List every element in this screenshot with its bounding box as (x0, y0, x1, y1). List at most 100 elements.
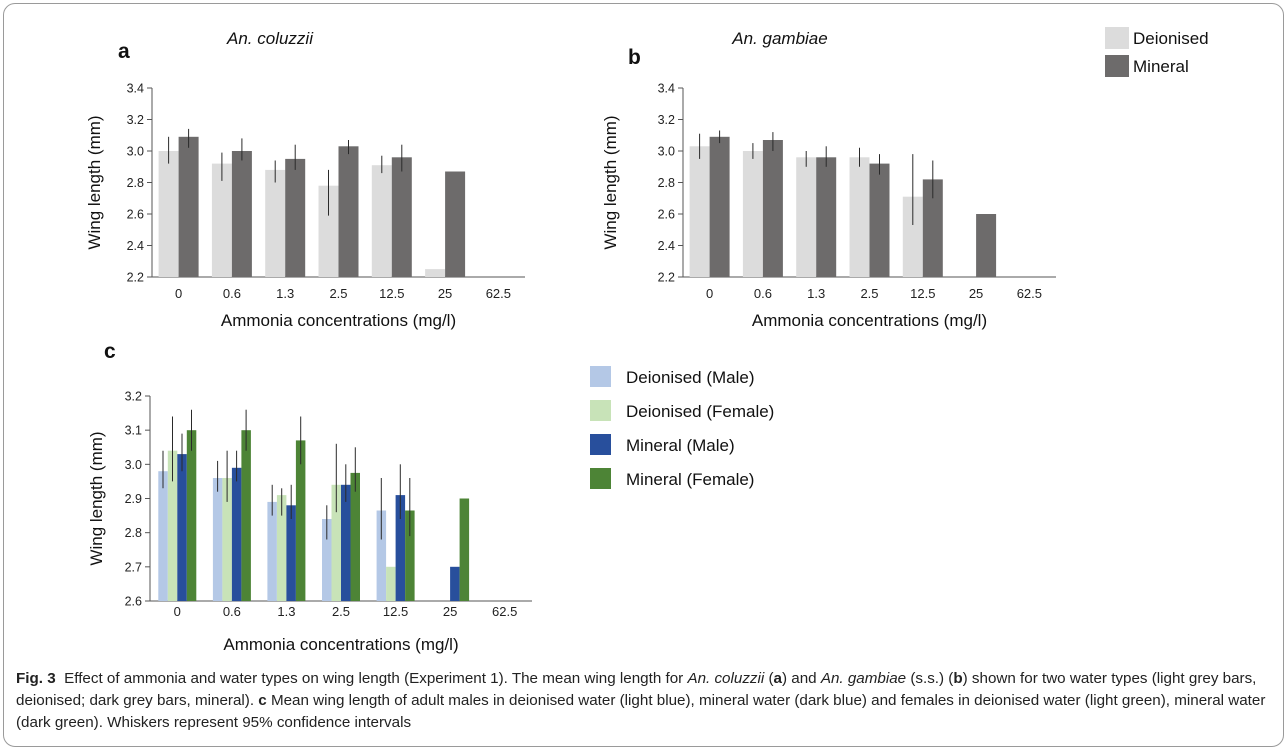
panel-b-y-tick-label: 2.2 (658, 271, 675, 285)
panel-a-y-axis-label: Wing length (mm) (85, 115, 104, 249)
panel-b-y-tick-label: 2.4 (658, 239, 675, 253)
panel-a-y-tick-label: 3.4 (127, 82, 144, 96)
panel-c-x-tick-label: 0.6 (223, 604, 241, 619)
figure-caption: Fig. 3 Effect of ammonia and water types… (16, 668, 1278, 734)
panel-a-y-tick-label: 2.6 (127, 208, 144, 222)
legend-c-label: Mineral (Male) (626, 436, 735, 455)
panel-c-bar (167, 450, 178, 601)
caption-text-3: ) and (782, 670, 821, 687)
panel-a-x-tick-label: 1.3 (276, 286, 294, 301)
panel-a-bar (231, 151, 252, 277)
panel-c-bar (331, 484, 341, 601)
caption-species-2: An. gambiae (820, 670, 907, 687)
figure-frame (3, 3, 1284, 747)
panel-a-x-tick-label: 12.5 (379, 286, 404, 301)
panel-b-y-tick-label: 3.4 (658, 82, 675, 96)
panel-c-letter: c (104, 340, 116, 363)
panel-a-x-tick-label: 2.5 (329, 286, 347, 301)
panel-c-bar (376, 510, 387, 601)
caption-text-2: ( (764, 670, 774, 687)
panel-a-x-tick-label: 25 (438, 286, 452, 301)
panel-b-title: An. gambiae (731, 29, 827, 48)
caption-species-1: An. coluzzii (687, 670, 765, 687)
panel-c-y-tick-label: 2.9 (125, 492, 142, 506)
panel-a-y-tick-label: 2.8 (127, 176, 144, 190)
panel-a-bar (338, 146, 359, 277)
legend-c-swatch (590, 366, 611, 387)
panel-c-x-tick-label: 2.5 (332, 604, 350, 619)
panel-b-bar (762, 140, 783, 277)
panel-a-letter: a (118, 40, 130, 63)
panel-c-y-tick-label: 2.7 (125, 560, 142, 574)
panel-a-x-tick-label: 62.5 (486, 286, 511, 301)
panel-c-bar (276, 495, 287, 601)
panel-c-bar (177, 454, 187, 601)
legend-swatch-mineral (1105, 55, 1129, 77)
panel-a-bar (391, 157, 412, 277)
panel-c-x-tick-label: 1.3 (277, 604, 295, 619)
panel-c-bar (459, 498, 470, 601)
caption-text-5: ) shown for two water types (light grey … (16, 670, 1257, 709)
panel-b-x-tick-label: 62.5 (1017, 286, 1042, 301)
panel-c-bar (322, 519, 332, 601)
panel-c-bar (286, 505, 296, 601)
panel-b-bar (902, 196, 923, 277)
legend-c-swatch (590, 468, 611, 489)
caption-text-1: Effect of ammonia and water types on win… (64, 670, 688, 687)
caption-text-4: (s.s.) ( (906, 670, 954, 687)
panel-c-bar (350, 472, 360, 601)
panel-a-y-tick-label: 2.4 (127, 239, 144, 253)
panel-a-bar (445, 171, 466, 277)
panel-b-x-tick-label: 1.3 (807, 286, 825, 301)
panel-c-y-tick-label: 3.0 (125, 458, 142, 472)
panel-c-x-tick-label: 25 (443, 604, 457, 619)
panel-b-bar (742, 151, 763, 277)
panel-b-bar (796, 157, 817, 277)
panel-b-bar (976, 214, 997, 277)
panel-c-bar (341, 484, 351, 601)
panel-c-bar (186, 430, 197, 601)
panel-a-bar (285, 158, 306, 277)
panel-a-bar (318, 185, 339, 277)
panel-c-bar (450, 566, 460, 601)
panel-b-letter: b (628, 46, 641, 69)
panel-b-y-axis-label: Wing length (mm) (601, 115, 620, 249)
panel-b-y-tick-label: 3.0 (658, 145, 675, 159)
panel-c-y-tick-label: 2.6 (125, 595, 142, 609)
figure-canvas: a An. coluzzii 2.2 2.4 2.6 2.8 3.0 3.2 3.4 0 0.6 1.… (85, 27, 1209, 654)
panel-b-bar (816, 157, 837, 277)
legend-label-mineral: Mineral (1133, 57, 1189, 76)
panel-b-bar (922, 179, 943, 277)
panel-b-bar (849, 157, 870, 277)
panel-a-title: An. coluzzii (226, 29, 314, 48)
panel-b-x-tick-label: 25 (969, 286, 983, 301)
legend-label-deionised: Deionised (1133, 29, 1209, 48)
panel-c-x-tick-label: 0 (174, 604, 181, 619)
panel-a-bar (371, 165, 392, 277)
panel-c-bar (231, 467, 242, 602)
legend-c-label: Deionised (Female) (626, 402, 774, 421)
panel-c-x-tick-label: 12.5 (383, 604, 408, 619)
panel-b-bar (689, 146, 710, 277)
panel-a-y-tick-label: 2.2 (127, 271, 144, 285)
panel-c-x-tick-label: 62.5 (492, 604, 517, 619)
panel-b-y-tick-label: 3.2 (658, 113, 675, 127)
panel-c-y-tick-label: 3.1 (125, 424, 142, 438)
panel-c-bar (222, 478, 232, 601)
caption-panel-c: c (258, 692, 267, 709)
panel-c-y-tick-label: 3.2 (125, 390, 142, 404)
panel-b-bar (869, 163, 890, 277)
panel-b-y-tick-label: 2.6 (658, 208, 675, 222)
panel-a-bar (265, 169, 286, 277)
panel-c-y-axis-label: Wing length (mm) (87, 431, 106, 565)
panel-a-x-axis-label: Ammonia concentrations (mg/l) (221, 311, 456, 330)
caption-panel-b: b (953, 670, 963, 687)
legend-c-swatch (590, 400, 611, 421)
caption-fig-label: Fig. 3 (16, 670, 56, 687)
panel-a-y-tick-label: 3.0 (127, 145, 144, 159)
panel-b-y-tick-label: 2.8 (658, 176, 675, 190)
panel-a-bar (211, 163, 232, 277)
panel-c-y-tick-label: 2.8 (125, 526, 142, 540)
panel-c-bar (395, 495, 406, 601)
panel-c-bar (386, 566, 396, 601)
